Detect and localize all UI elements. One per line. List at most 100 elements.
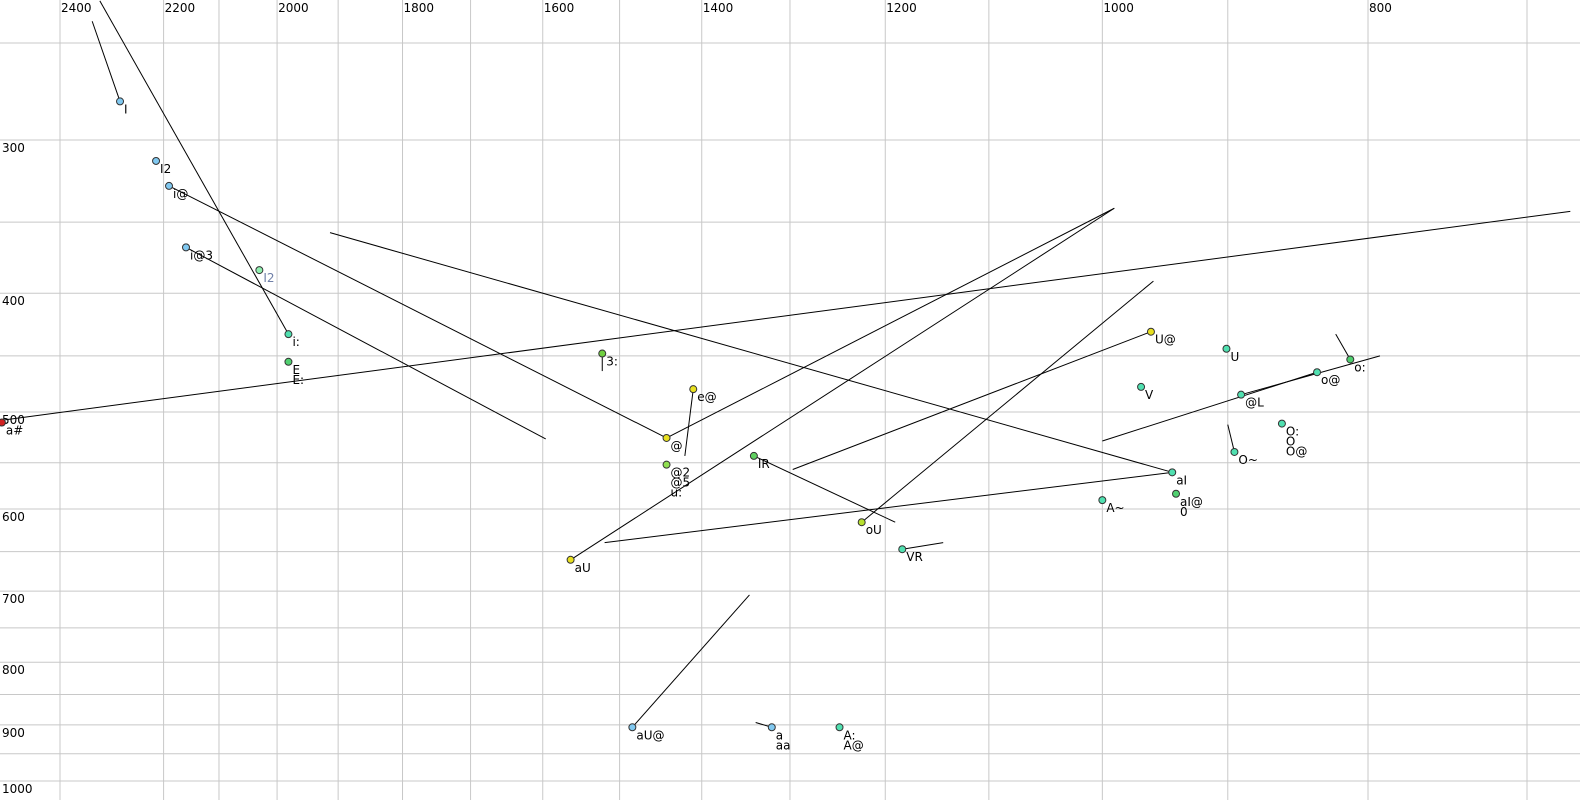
vowel-label: i@ (173, 187, 188, 201)
vowel-point (898, 545, 907, 554)
vowel-point (662, 460, 671, 469)
x-tick-label: 2200 (165, 1, 196, 15)
vowel-point (835, 723, 844, 732)
x-tick-label: 1400 (703, 1, 734, 15)
x-tick-label: 1200 (886, 1, 917, 15)
x-tick-label: 2400 (61, 1, 92, 15)
vowel-label: O@ (1286, 445, 1307, 459)
vowel-label: A~ (1106, 501, 1124, 515)
vowel-label: O~ (1238, 453, 1258, 467)
glide-line (99, 0, 289, 335)
glide-line (631, 594, 750, 728)
vowel-label: IR (758, 457, 770, 471)
vowel-label: i: (292, 335, 299, 349)
vowel-label: aU (575, 561, 591, 575)
vowel-point (1137, 382, 1146, 391)
vowel-label: O: (1286, 425, 1299, 439)
vowel-point (181, 243, 190, 252)
y-tick-label: 600 (2, 510, 25, 524)
vowel-label: U@ (1155, 333, 1176, 347)
glide-line (792, 331, 1152, 470)
vowel-point (1222, 344, 1231, 353)
vowel-point (0, 418, 6, 427)
vowel-point (1230, 447, 1239, 456)
vowel-label: V (1145, 388, 1154, 402)
vowel-point (857, 518, 866, 527)
vowel-label: u: (671, 486, 683, 500)
vowel-point (1346, 355, 1355, 364)
vowel-point (628, 723, 637, 732)
glide-line (1335, 333, 1351, 360)
vowel-label: 0 (1180, 505, 1188, 519)
y-tick-label: 300 (2, 141, 25, 155)
vowel-label: a (776, 728, 783, 742)
vowel-point (284, 330, 293, 339)
vowel-point (116, 97, 125, 106)
vowel-point (1098, 496, 1107, 505)
vowel-label: o: (1354, 360, 1365, 374)
vowel-label: @ (671, 439, 683, 453)
x-tick-label: 800 (1369, 1, 1392, 15)
vowel-point (1313, 368, 1322, 377)
y-tick-label: 700 (2, 592, 25, 606)
x-tick-label: 1800 (404, 1, 435, 15)
vowel-point (749, 451, 758, 460)
vowel-label: I (124, 102, 128, 116)
vowel-label: I2 (263, 271, 274, 285)
vowel-label: A: (844, 728, 856, 742)
vowel-point (1146, 327, 1155, 336)
vowel-label: aa (776, 738, 791, 752)
vowel-label: @L (1245, 396, 1264, 410)
y-tick-label: 900 (2, 726, 25, 740)
y-tick-label: 500 (2, 413, 25, 427)
y-tick-label: 1000 (2, 782, 33, 796)
vowel-point (255, 266, 264, 275)
vowel-label: o@ (1321, 373, 1340, 387)
x-tick-label: 1600 (544, 1, 575, 15)
glide-line (0, 210, 1571, 421)
vowel-label: U (1230, 350, 1239, 364)
glide-line (684, 389, 694, 456)
vowel-point (662, 433, 671, 442)
glide-line (570, 207, 1115, 561)
vowel-label: E (292, 363, 300, 377)
glide-line (185, 246, 546, 440)
vowel-point (1168, 468, 1177, 477)
vowel-label: I2 (160, 162, 171, 176)
glide-line (91, 21, 121, 102)
vowel-point (598, 349, 607, 358)
vowel-label: oU (866, 523, 882, 537)
vowel-label: aI@ (1180, 495, 1203, 509)
vowel-label: @5 (671, 476, 691, 490)
vowel-point (1277, 419, 1286, 428)
vowel-point (284, 357, 293, 366)
glide-line (604, 471, 1173, 544)
vowel-label: VR (906, 550, 923, 564)
vowel-label: A@ (844, 738, 864, 752)
glide-line (168, 185, 667, 439)
vowel-label: a# (6, 424, 23, 438)
vowel-point (152, 156, 161, 165)
vowel-point (767, 723, 776, 732)
glide-line (902, 542, 944, 550)
vowel-point (1237, 390, 1246, 399)
vowel-point (165, 181, 174, 190)
x-tick-label: 1000 (1103, 1, 1134, 15)
vowel-point (566, 555, 575, 564)
glide-line (1227, 424, 1235, 453)
x-tick-label: 2000 (278, 1, 309, 15)
vowel-label: 3: (606, 355, 618, 369)
vowel-point (1172, 489, 1181, 498)
vowel-point (689, 385, 698, 394)
vowel-label: @2 (671, 466, 691, 480)
y-tick-label: 800 (2, 663, 25, 677)
vowel-label: aI (1176, 473, 1187, 487)
vowel-label: aU@ (636, 728, 664, 742)
vowel-label: e@ (697, 390, 716, 404)
glide-line (861, 280, 1154, 523)
glide-line (1240, 355, 1381, 396)
glide-line (329, 232, 1173, 473)
y-tick-label: 400 (2, 294, 25, 308)
vowel-label: O (1286, 435, 1295, 449)
